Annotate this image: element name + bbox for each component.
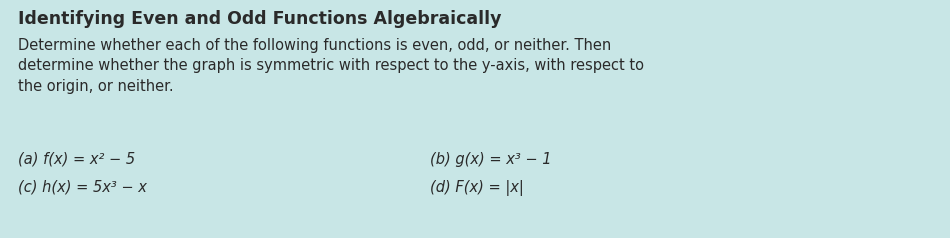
Text: (b) g(x) = x³ − 1: (b) g(x) = x³ − 1: [430, 152, 552, 167]
Text: Identifying Even and Odd Functions Algebraically: Identifying Even and Odd Functions Algeb…: [18, 10, 502, 28]
Text: (c) h(x) = 5x³ − x: (c) h(x) = 5x³ − x: [18, 180, 147, 195]
Text: Determine whether each of the following functions is even, odd, or neither. Then: Determine whether each of the following …: [18, 38, 644, 94]
Text: (d) F(x) = |x|: (d) F(x) = |x|: [430, 180, 523, 196]
Text: (a) f(x) = x² − 5: (a) f(x) = x² − 5: [18, 152, 135, 167]
